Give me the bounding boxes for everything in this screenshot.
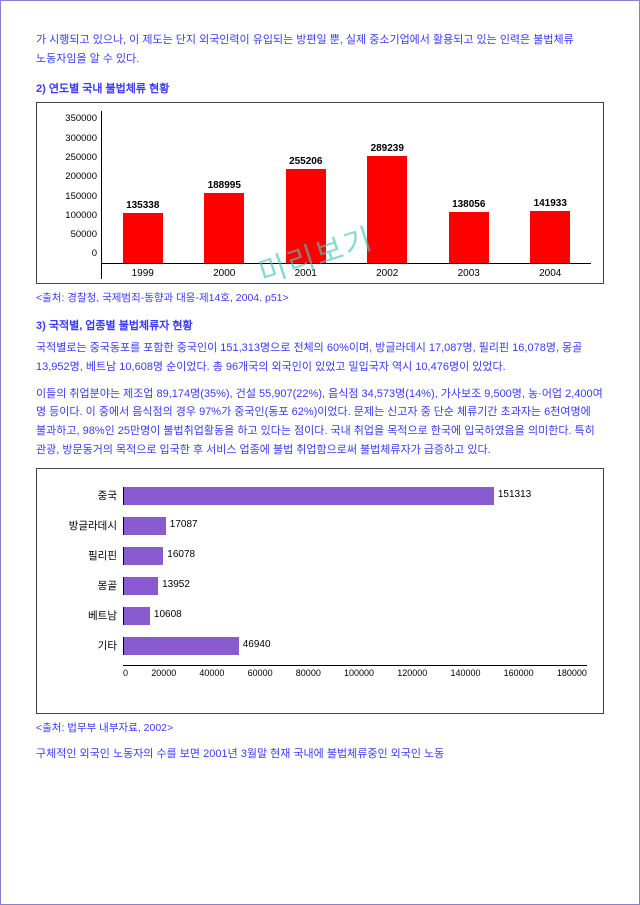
nat-chart-category: 필리핀 <box>53 548 123 563</box>
nat-chart-bar-value: 151313 <box>498 489 531 500</box>
page-frame: 가 시행되고 있으나, 이 제도는 단지 외국인력이 유입되는 방편일 뿐, 실… <box>0 0 640 905</box>
nat-chart-bar-value: 17087 <box>170 519 198 530</box>
yearly-chart-xlabels: 1999 2000 2001 2002 2003 2004 <box>102 264 591 279</box>
yearly-chart-plot: 135338 188995 255206 289239 138056 141933 199… <box>101 111 591 279</box>
yearly-chart-xlabel: 2003 <box>439 268 499 279</box>
closing-paragraph: 구체적인 외국인 노동자의 수를 보면 2001년 3월말 현재 국내에 불법체… <box>36 745 604 764</box>
page-inner: 가 시행되고 있으나, 이 제도는 단지 외국인력이 유입되는 방편일 뿐, 실… <box>36 31 604 874</box>
yearly-chart-ytick: 150000 <box>49 191 97 202</box>
yearly-chart-bar <box>204 193 244 263</box>
nat-chart-track: 46940 <box>123 637 587 655</box>
yearly-chart-xlabel: 1999 <box>113 268 173 279</box>
nat-chart-row: 기타 46940 <box>53 633 587 659</box>
nat-chart-category: 방글라데시 <box>53 518 123 533</box>
yearly-chart-ytick: 50000 <box>49 229 97 240</box>
nat-chart-track: 10608 <box>123 607 587 625</box>
nat-chart-category: 베트남 <box>53 608 123 623</box>
nat-chart-bar <box>124 607 150 625</box>
nat-chart-bar <box>124 637 239 655</box>
heading-yearly: 2) 연도별 국내 불법체류 현황 <box>36 80 604 96</box>
yearly-chart-bar-value: 188995 <box>208 180 241 191</box>
yearly-chart-bar-wrap: 289239 <box>357 143 417 263</box>
yearly-bar-chart: 350000 300000 250000 200000 150000 100000 5000… <box>36 102 604 284</box>
nat-chart-row: 몽골 13952 <box>53 573 587 599</box>
yearly-chart-ytick: 300000 <box>49 133 97 144</box>
yearly-chart-bar <box>449 212 489 263</box>
nat-chart-track: 13952 <box>123 577 587 595</box>
yearly-chart-ytick: 250000 <box>49 152 97 163</box>
nat-chart-category: 중국 <box>53 488 123 503</box>
yearly-chart-bar-wrap: 135338 <box>113 200 173 263</box>
para-nationality-b: 이들의 취업분야는 제조업 89,174명(35%), 건설 55,907(22… <box>36 385 604 460</box>
nat-chart-row: 방글라데시 17087 <box>53 513 587 539</box>
nat-chart-track: 17087 <box>123 517 587 535</box>
yearly-chart-bar-wrap: 138056 <box>439 199 499 263</box>
nat-chart-xtick: 80000 <box>296 668 321 678</box>
heading-nationality: 3) 국적별, 업종별 불법체류자 현황 <box>36 317 604 333</box>
yearly-chart-bar <box>286 169 326 264</box>
yearly-chart-ytick: 0 <box>49 248 97 259</box>
para-nationality-a: 국적별로는 중국동포를 포함한 중국인이 151,313명으로 전체의 60%이… <box>36 339 604 376</box>
yearly-chart-bar <box>530 211 570 264</box>
citation-2: <출처: 법무부 내부자료, 2002> <box>36 720 604 735</box>
yearly-chart-xlabel: 2000 <box>194 268 254 279</box>
nat-chart-xtick: 0 <box>123 668 128 678</box>
nat-chart-xticks: 0 20000 40000 60000 80000 100000 120000 140000 1… <box>123 665 587 678</box>
intro-paragraph: 가 시행되고 있으나, 이 제도는 단지 외국인력이 유입되는 방편일 뿐, 실… <box>36 31 604 68</box>
nat-chart-bar-value: 13952 <box>162 579 190 590</box>
nat-chart-xtick: 140000 <box>450 668 480 678</box>
nat-chart-bar <box>124 487 494 505</box>
nat-chart-bar <box>124 517 166 535</box>
yearly-chart-ytick: 200000 <box>49 171 97 182</box>
nat-chart-bar <box>124 577 158 595</box>
nat-chart-row: 중국 151313 <box>53 483 587 509</box>
nat-chart-category: 기타 <box>53 638 123 653</box>
nat-chart-row: 필리핀 16078 <box>53 543 587 569</box>
nat-chart-xtick: 160000 <box>504 668 534 678</box>
nat-chart-xtick: 100000 <box>344 668 374 678</box>
citation-1: <출처: 경찰청, 국제범죄-동향과 대응-제14호, 2004. p51> <box>36 290 604 305</box>
nat-chart-bar-value: 10608 <box>154 609 182 620</box>
nat-chart-xaxis: 0 20000 40000 60000 80000 100000 120000 140000 1… <box>53 665 587 678</box>
nat-chart-xtick: 20000 <box>151 668 176 678</box>
yearly-chart-ytick: 350000 <box>49 113 97 124</box>
nat-chart-xtick: 40000 <box>199 668 224 678</box>
nationality-hbar-chart: 중국 151313 방글라데시 17087 필리핀 16078 몽골 13952 베트남 1060… <box>36 468 604 714</box>
yearly-chart-bar-value: 289239 <box>371 143 404 154</box>
yearly-chart-bar-wrap: 188995 <box>194 180 254 263</box>
nat-chart-xtick: 120000 <box>397 668 427 678</box>
yearly-chart-yaxis: 350000 300000 250000 200000 150000 100000 5000… <box>49 111 101 279</box>
yearly-chart-bar-value: 255206 <box>289 156 322 167</box>
nat-chart-category: 몽골 <box>53 578 123 593</box>
yearly-chart-xlabel: 2002 <box>357 268 417 279</box>
yearly-chart-bar-value: 141933 <box>534 198 567 209</box>
yearly-chart-ytick: 100000 <box>49 210 97 221</box>
yearly-chart-xlabel: 2004 <box>520 268 580 279</box>
yearly-chart-bar-wrap: 255206 <box>276 156 336 264</box>
nat-chart-bar <box>124 547 163 565</box>
nat-chart-track: 151313 <box>123 487 587 505</box>
nat-chart-xtick: 180000 <box>557 668 587 678</box>
nat-chart-track: 16078 <box>123 547 587 565</box>
nat-chart-bar-value: 16078 <box>167 549 195 560</box>
yearly-chart-bar-wrap: 141933 <box>520 198 580 264</box>
nat-chart-bar-value: 46940 <box>243 639 271 650</box>
yearly-chart-xlabel: 2001 <box>276 268 336 279</box>
yearly-chart-bars: 135338 188995 255206 289239 138056 141933 <box>102 111 591 264</box>
yearly-chart-bar-value: 138056 <box>452 199 485 210</box>
yearly-chart-bar-value: 135338 <box>126 200 159 211</box>
yearly-chart-bar <box>123 213 163 263</box>
nat-chart-row: 베트남 10608 <box>53 603 587 629</box>
yearly-chart-bar <box>367 156 407 263</box>
nat-chart-xtick: 60000 <box>248 668 273 678</box>
